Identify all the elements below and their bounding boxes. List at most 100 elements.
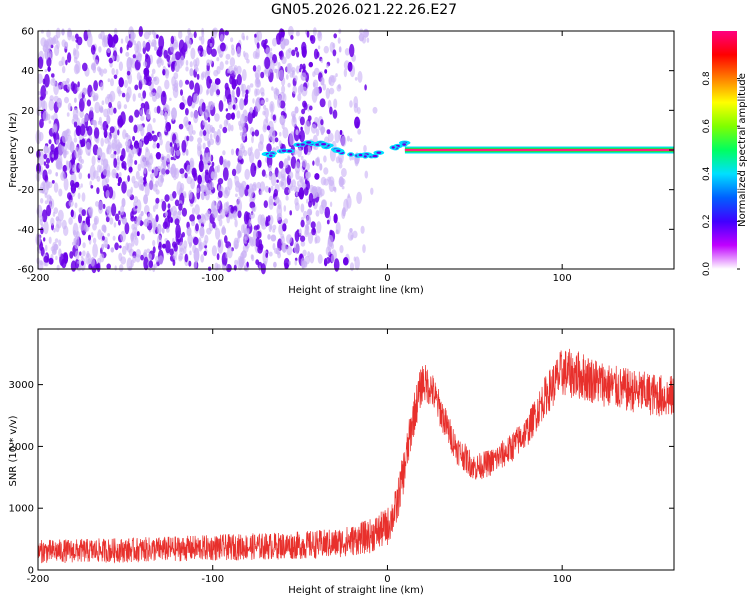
spectrogram-noise-cell — [75, 109, 79, 114]
spectrogram-noise-cell — [188, 190, 193, 200]
spectrogram-noise-cell — [268, 198, 274, 210]
spectrogram-noise-cell — [160, 161, 167, 177]
spectrogram-noise-cell — [80, 255, 84, 259]
spectrogram-noise-cell — [133, 140, 139, 149]
snr-xlabel: Height of straight line (km) — [288, 585, 424, 596]
spectrogram-noise-cell — [289, 131, 295, 147]
snr-y-tick-label: 0 — [28, 566, 34, 577]
spectrogram-noise-cell — [79, 123, 86, 136]
spectrogram-noise-cell — [265, 117, 269, 124]
spectrogram-noise-cell — [198, 243, 203, 252]
spectrogram-noise-cell — [220, 42, 226, 52]
spectrogram-noise-cell — [241, 83, 247, 93]
spectrogram-noise-cell — [205, 182, 211, 196]
spectrogram-noise-cell — [61, 28, 65, 36]
spectrogram-noise-cell — [216, 89, 221, 96]
spectrogram-noise-cell — [339, 130, 343, 135]
spectrogram-noise-cell — [148, 260, 153, 268]
spectrogram-noise-cell — [82, 250, 86, 257]
spectrogram-noise-cell — [160, 176, 164, 182]
spectrogram-noise-cell — [113, 74, 118, 80]
spectrogram-noise-cell — [220, 34, 224, 42]
spectrogram-noise-cell — [64, 96, 69, 104]
spectrogram-noise-cell — [152, 239, 156, 247]
spectrogram-noise-cell — [219, 208, 226, 219]
spectrogram-noise-cell — [199, 154, 203, 162]
spectrogram-x-tick-label: 0 — [384, 273, 390, 284]
spectrogram-noise-cell — [364, 84, 367, 91]
spectrogram-noise-cell — [152, 205, 156, 213]
spectrogram-noise-cell — [164, 111, 168, 121]
spectrogram-noise-cell — [204, 169, 209, 176]
spectrogram-noise-cell — [66, 84, 72, 90]
spectrogram-noise-cell — [135, 55, 138, 62]
spectrogram-noise-cell — [225, 112, 232, 121]
spectrogram-noise-cell — [164, 194, 170, 202]
spectrogram-noise-cell — [326, 219, 330, 225]
spectrogram-noise-cell — [79, 222, 85, 231]
spectrogram-noise-cell — [328, 176, 335, 187]
spectrogram-noise-cell — [277, 61, 281, 70]
spectrogram-noise-cell — [354, 116, 360, 129]
spectrogram-noise-cell — [78, 207, 83, 213]
spectrogram-noise-cell — [64, 41, 69, 50]
spectrogram-noise-cell — [329, 201, 333, 208]
spectrogram-noise-cell — [214, 262, 219, 271]
spectrogram-noise-cell — [251, 254, 255, 262]
spectrogram-noise-cell — [121, 92, 126, 98]
spectrogram-noise-cell — [144, 182, 150, 197]
spectrogram-noise-cell — [44, 200, 49, 205]
spectrogram-noise-cell — [47, 169, 52, 175]
spectrogram-noise-cell — [93, 80, 98, 92]
spectrogram-noise-cell — [96, 147, 103, 159]
spectrogram-noise-cell — [233, 240, 239, 250]
spectrogram-noise-cell — [74, 250, 80, 260]
spectrogram-noise-cell — [332, 109, 338, 119]
spectrogram-noise-cell — [99, 165, 103, 174]
spectrogram-noise-cell — [239, 98, 245, 111]
spectrogram-noise-cell — [222, 126, 228, 134]
spectrogram-noise-cell — [125, 133, 129, 138]
spectrogram-noise-cell — [288, 260, 292, 266]
spectrogram-noise-cell — [48, 257, 54, 265]
spectrogram-noise-cell — [169, 97, 172, 102]
spectrogram-noise-cell — [358, 33, 365, 42]
spectrogram-noise-cell — [260, 92, 265, 97]
spectrogram-noise-cell — [281, 242, 287, 253]
spectrogram-noise-cell — [306, 215, 311, 226]
snr-panel: -200 -100 0 100 0 1000 2000 3000 Height of str… — [8, 328, 675, 596]
spectrogram-noise-cell — [250, 146, 253, 152]
spectrogram-noise-cell — [198, 218, 203, 224]
spectrogram-noise-cell — [162, 243, 166, 249]
spectrogram-noise-cell — [242, 149, 248, 157]
spectrogram-noise-cell — [236, 110, 241, 119]
spectrogram-noise-cell — [254, 129, 260, 137]
spectrogram-noise-cell — [333, 98, 338, 109]
spectrogram-noise-cell — [222, 167, 229, 181]
spectrogram-noise-cell — [108, 102, 112, 109]
spectrogram-noise-cell — [268, 187, 271, 194]
spectrogram-noise-cell — [322, 83, 327, 91]
spectrogram-noise-cell — [331, 254, 335, 263]
spectrogram-noise-cell — [153, 223, 157, 231]
spectrogram-noise-cell — [325, 64, 329, 68]
spectrogram-noise-cell — [48, 139, 52, 145]
spectrogram-noise-cell — [148, 155, 154, 166]
spectrogram-noise-cell — [363, 145, 367, 153]
spectrogram-noise-cell — [299, 83, 304, 93]
spectrogram-noise-cell — [179, 168, 185, 175]
spectrogram-noise-cell — [77, 192, 81, 200]
spectrogram-noise-cell — [55, 27, 61, 39]
spectrogram-noise-cell — [185, 66, 189, 72]
spectrogram-noise-cell — [273, 261, 277, 268]
spectrogram-noise-cell — [58, 60, 64, 67]
spectrogram-noise-cell — [281, 173, 285, 179]
spectrogram-noise-cell — [146, 109, 151, 120]
spectrogram-noise-cell — [328, 74, 335, 87]
spectrogram-noise-cell — [146, 79, 152, 86]
spectrogram-noise-cell — [323, 45, 329, 54]
spectrogram-noise-cell — [65, 128, 71, 137]
spectrogram-noise-cell — [111, 68, 115, 75]
spectrogram-noise-cell — [218, 218, 223, 227]
spectrogram-noise-cell — [320, 119, 324, 126]
